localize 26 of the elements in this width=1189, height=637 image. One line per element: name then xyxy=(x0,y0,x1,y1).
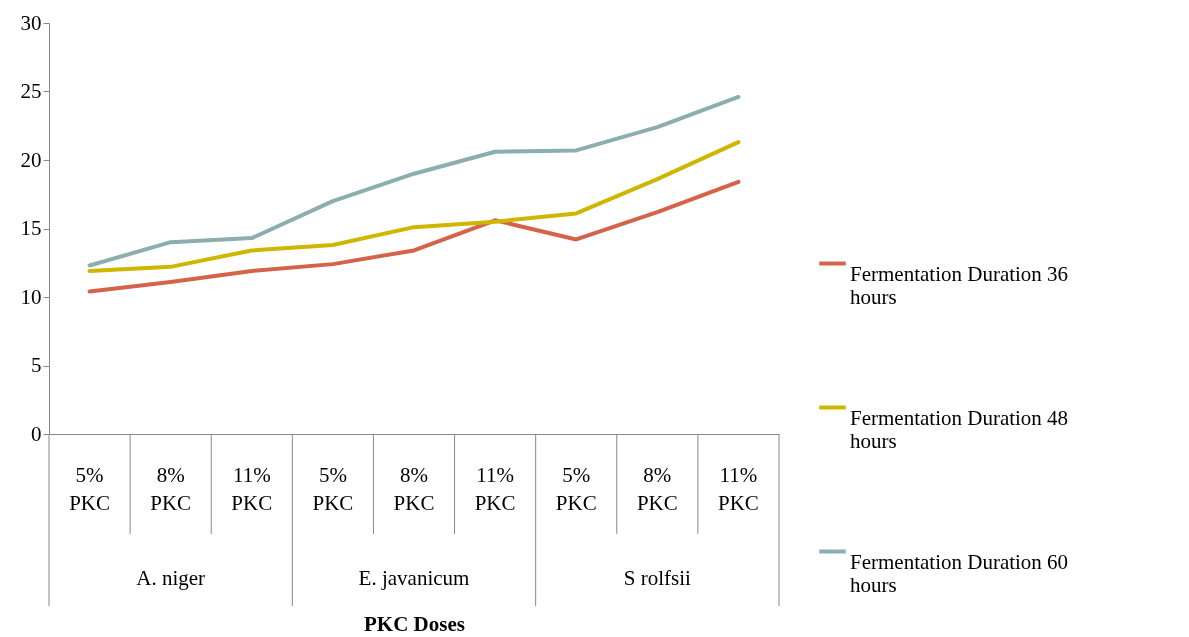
y-tick-label: 5 xyxy=(31,353,42,377)
x-tick-label: 8% PKC xyxy=(150,462,192,515)
text: E. javanicum xyxy=(358,566,470,590)
y-tick-label: 15 xyxy=(20,216,42,240)
x-tick-label: 8% PKC xyxy=(636,462,678,515)
x-axis-title: PKC Doses xyxy=(364,611,465,636)
line-series xyxy=(87,94,741,268)
x-tick-label: 11% PKC xyxy=(474,462,516,515)
legend-label: Fermentation Duration 36 hours xyxy=(850,261,1069,309)
text: S rolfsii xyxy=(623,566,692,590)
line-series xyxy=(87,179,741,294)
y-tick-label: 0 xyxy=(31,421,42,446)
y-tick-label: 10 xyxy=(20,284,42,309)
x-tick-label: 5% PKC xyxy=(555,462,597,515)
y-tick-label: 20 xyxy=(20,147,42,172)
x-tick-label: 5% PKC xyxy=(312,462,354,515)
x-tick-label: 11% PKC xyxy=(231,462,273,515)
x-tick-label: 5% PKC xyxy=(69,462,110,515)
text: A. niger xyxy=(136,566,206,590)
line-series xyxy=(87,140,741,273)
y-tick-label: 25 xyxy=(20,79,42,103)
x-tick-label: 11% PKC xyxy=(718,462,759,515)
y-tick-label: 30 xyxy=(20,10,42,35)
legend-label: Fermentation Duration 48 hours xyxy=(850,405,1069,453)
x-tick-label: 8% PKC xyxy=(393,462,435,515)
legend-label: Fermentation Duration 60 hours xyxy=(850,549,1069,597)
